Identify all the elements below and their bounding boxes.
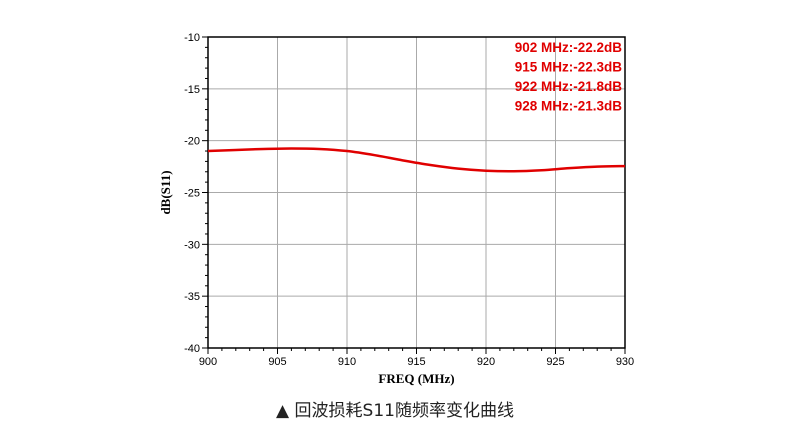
y-tick-label: -25: [184, 188, 200, 200]
y-tick-label: -40: [184, 343, 200, 355]
marker-annotations: 902 MHz:-22.2dB 915 MHz:-22.3dB 922 MHz:-2…: [515, 40, 623, 114]
tick-marks: [202, 36, 626, 354]
marker-annotation: 915 MHz:-22.3dB: [515, 60, 623, 75]
y-tick-label: -35: [184, 291, 200, 303]
figure-caption: ▲ 回波损耗S11随频率变化曲线: [276, 401, 514, 421]
y-tick-label: -10: [184, 32, 200, 44]
x-tick-label: 920: [477, 356, 495, 368]
x-tick-labels: 900 905 910 915 920 925 930: [199, 356, 634, 368]
x-tick-label: 910: [338, 356, 356, 368]
marker-annotation: 928 MHz:-21.3dB: [515, 99, 623, 114]
y-tick-label: -15: [184, 84, 200, 96]
x-tick-label: 925: [546, 356, 564, 368]
marker-annotation: 922 MHz:-21.8dB: [515, 79, 623, 94]
plot-frame: [207, 36, 626, 349]
series-layer: [207, 147, 626, 173]
x-axis-title: FREQ (MHz): [378, 371, 454, 386]
y-axis-title: dB(S11): [158, 170, 173, 214]
y-tick-label: -20: [184, 136, 200, 148]
marker-annotation: 902 MHz:-22.2dB: [515, 40, 623, 55]
x-tick-label: 930: [616, 356, 634, 368]
y-tick-label: -30: [184, 239, 200, 251]
y-tick-labels: -10 -15 -20 -25 -30 -35 -40: [184, 32, 200, 355]
x-tick-label: 915: [407, 356, 425, 368]
x-tick-label: 900: [199, 356, 217, 368]
x-tick-label: 905: [268, 356, 286, 368]
s11-curve: [207, 147, 626, 173]
grid-layer: [208, 37, 625, 348]
